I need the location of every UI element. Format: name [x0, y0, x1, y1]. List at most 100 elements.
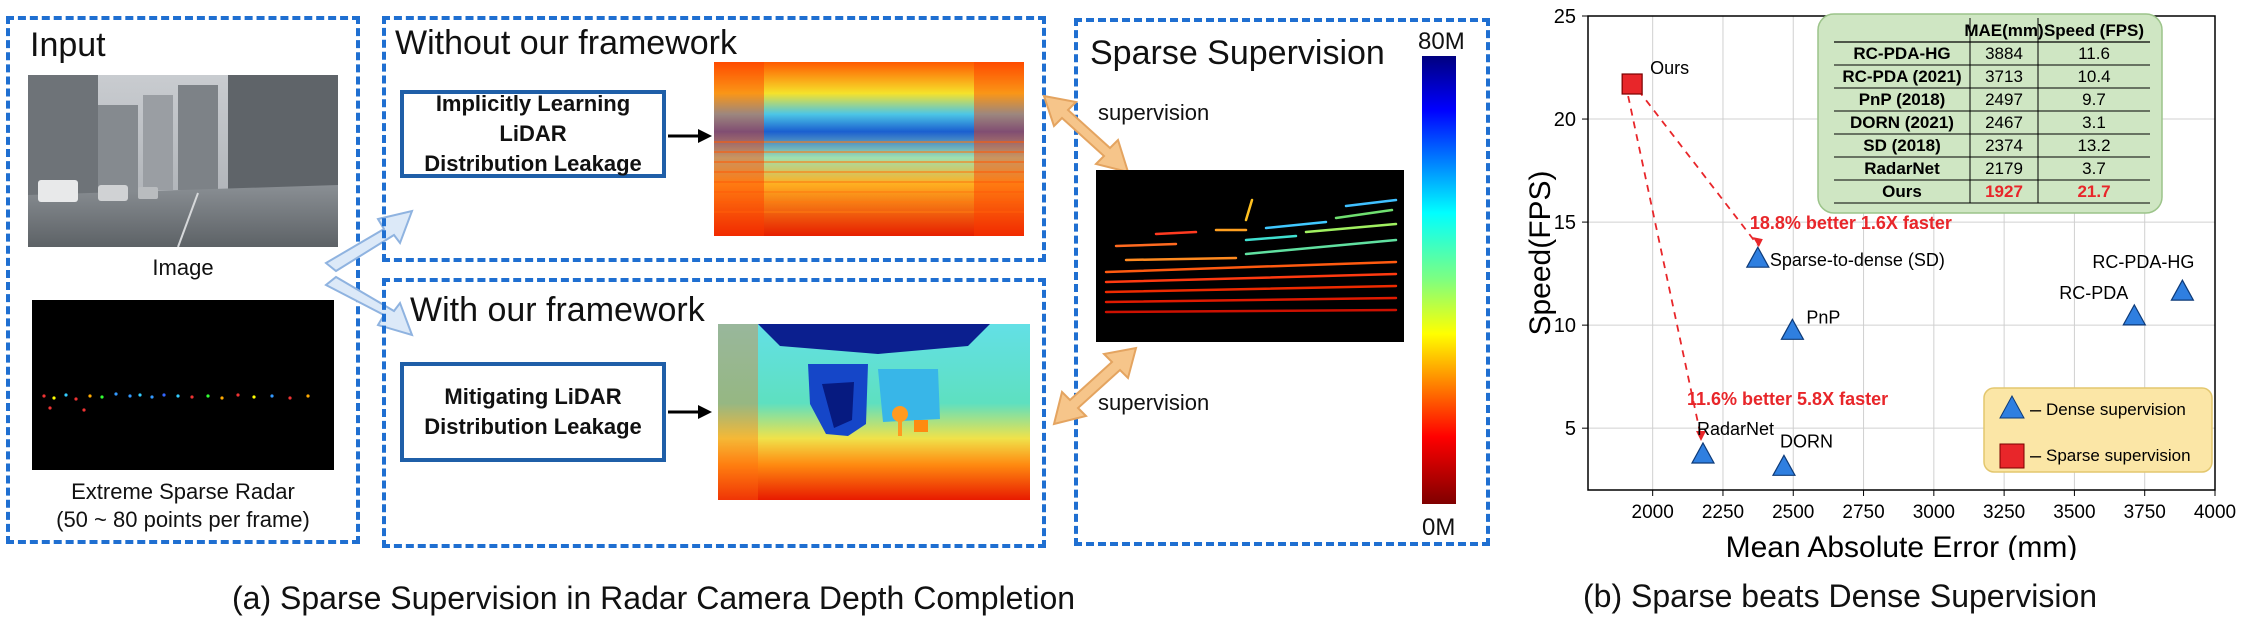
point-label: PnP [1806, 307, 1840, 327]
legend-sparse-dash: – [2030, 445, 2042, 467]
point-label: Sparse-to-dense (SD) [1770, 250, 1945, 270]
with-framework-title: With our framework [410, 291, 705, 329]
point-label: RC-PDA-HG [2092, 252, 2194, 272]
table-row: DORN (2021) 2467 3.1 [1850, 113, 2106, 132]
supervision-label-bottom: supervision [1098, 390, 1210, 415]
point-marker-sparse-to-dense-sd- [1745, 245, 1770, 268]
lidar-sparse-image [1096, 170, 1404, 342]
table-cell: 1927 [1985, 182, 2023, 201]
mitigating-leakage-box: Mitigating LiDAR Distribution Leakage [400, 362, 666, 462]
table-cell: 3.7 [2082, 159, 2106, 178]
table-row: RadarNet 2179 3.7 [1864, 159, 2106, 178]
table-row: SD (2018) 2374 13.2 [1863, 136, 2110, 155]
y-tick-label: 25 [1554, 6, 1576, 28]
supervision-label-top: supervision [1098, 100, 1210, 125]
table-cell: 3713 [1985, 67, 2023, 86]
legend-dense-label: Dense supervision [2046, 400, 2186, 419]
mitigating-leakage-line2: Distribution Leakage [424, 414, 642, 439]
table-cell: 2497 [1985, 90, 2023, 109]
table-row: RC-PDA-HG 3884 11.6 [1853, 44, 2110, 63]
panel-b-caption: (b) Sparse beats Dense Supervision [1583, 578, 2098, 614]
point-marker-pnp [1780, 318, 1805, 340]
table-cell: 13.2 [2077, 136, 2110, 155]
sparse-radar-image [32, 300, 334, 470]
table-cell: 2374 [1985, 136, 2023, 155]
y-tick-label: 20 [1554, 109, 1576, 131]
with-framework-panel [382, 278, 1046, 548]
radar-caption-line2: (50 ~ 80 points per frame) [56, 506, 310, 532]
annotation-upper: 18.8% better 1.6X faster [1750, 213, 1952, 233]
without-arrow [668, 129, 712, 143]
point-label: Ours [1650, 58, 1689, 78]
x-tick-label: 2000 [1632, 502, 1674, 523]
x-tick-label: 3500 [2053, 502, 2095, 523]
implicit-learning-box: Implicitly Learning LiDAR Distribution Le… [400, 90, 666, 178]
without-framework-panel [382, 16, 1046, 262]
sparse-supervision-title: Sparse Supervision [1090, 34, 1385, 72]
annotation-line-upper [1637, 89, 1759, 246]
x-tick-label: 3250 [1983, 502, 2025, 523]
panel-a-caption: (a) Sparse Supervision in Radar Camera D… [232, 580, 1076, 616]
legend-sparse-label: Sparse supervision [2046, 446, 2191, 465]
point-marker-dorn [1771, 454, 1796, 476]
annotation-lines [1627, 89, 1763, 441]
x-tick-label: 3000 [1913, 502, 1955, 523]
legend-sparse-marker [1999, 443, 2025, 469]
table-cell: 21.7 [2077, 182, 2110, 201]
table-cell: SD (2018) [1863, 136, 1940, 155]
table-cell: RadarNet [1864, 159, 1940, 178]
scatter-chart: 2000 2250 2500 2750 3000 3250 3500 3750 4000 5 10… [1524, 6, 2237, 560]
implicit-learning-line1: Implicitly Learning LiDAR [435, 91, 631, 147]
table-cell: PnP (2018) [1859, 90, 1946, 109]
point-marker-radarnet [1690, 441, 1716, 464]
table-cell: 2467 [1985, 113, 2023, 132]
y-tick-labels: 5 10 15 20 25 [1554, 6, 1576, 440]
table-cell: 3.1 [2082, 113, 2106, 132]
depth-colorbar [1422, 56, 1456, 504]
x-tick-label: 3750 [2124, 502, 2166, 523]
input-panel [6, 16, 360, 544]
table-cell: 9.7 [2082, 90, 2106, 109]
colorbar-min-label: 0M [1422, 514, 1456, 541]
annotation-line-lower [1627, 95, 1702, 438]
x-tick-label: 2500 [1772, 502, 1814, 523]
y-axis-label: Speed(FPS) [1524, 170, 1557, 335]
point-label: RC-PDA [2059, 283, 2128, 303]
implicit-learning-line2: Distribution Leakage [424, 150, 642, 176]
point-marker-rc-pda-hg [2170, 278, 2195, 301]
x-axis-label: Mean Absolute Error (mm) [1726, 531, 2078, 560]
point-labels: Ours Sparse-to-dense (SD) PnP RC-PDA RC-PDA-… [1650, 58, 2194, 451]
table-cell: DORN (2021) [1850, 113, 1954, 132]
colorbar-max-label: 80M [1418, 28, 1465, 55]
supervision-arrow-bottom [1052, 346, 1138, 426]
input-title: Input [30, 26, 106, 64]
table-cell: 10.4 [2077, 67, 2110, 86]
data-points [1621, 73, 2195, 476]
point-label: DORN [1780, 431, 1833, 451]
with-arrow [668, 405, 712, 419]
table-row: Ours 1927 21.7 [1882, 182, 2110, 201]
annotation-arrowhead-lower [1695, 430, 1706, 441]
with-depth-map [718, 324, 1030, 500]
table-cell: 2179 [1985, 159, 2023, 178]
y-tick-label: 10 [1554, 315, 1576, 337]
without-framework-title: Without our framework [395, 24, 737, 62]
image-caption: Image [152, 255, 214, 280]
table-cell: 3884 [1985, 44, 2023, 63]
radar-caption-line1: Extreme Sparse Radar [71, 479, 295, 504]
x-tick-labels: 2000 2250 2500 2750 3000 3250 3500 3750 4000 [1632, 502, 2237, 523]
y-tick-label: 5 [1565, 418, 1576, 440]
table-header-cell: Speed (FPS) [2044, 21, 2144, 40]
legend-dense-marker [1999, 394, 2025, 419]
without-depth-map [714, 62, 1024, 236]
annotation-lower: 11.6% better 5.8X faster [1687, 389, 1888, 409]
point-marker-rc-pda [2122, 303, 2147, 326]
sparse-supervision-panel [1074, 18, 1490, 546]
point-marker-ours [1621, 73, 1643, 95]
legend: – Dense supervision – Sparse supervision [1983, 387, 2213, 473]
table-row: RC-PDA (2021) 3713 10.4 [1842, 67, 2110, 86]
x-tick-label: 2250 [1702, 502, 1744, 523]
table-header-row: MAE(mm) Speed (FPS) [1964, 21, 2144, 40]
table-cell: RC-PDA-HG [1853, 44, 1950, 63]
legend-dense-dash: – [2030, 399, 2042, 421]
